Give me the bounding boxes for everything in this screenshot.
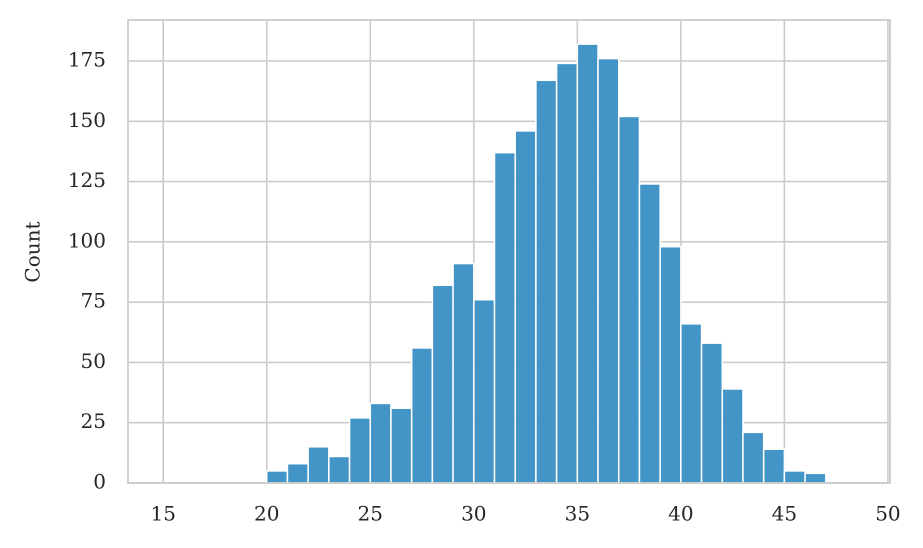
bar [638,183,661,484]
x-tick-label: 20 [254,502,279,526]
bar [783,470,806,484]
bar [721,388,744,484]
y-tick-label: 25 [81,409,106,433]
bar [286,462,309,484]
y-tick-label: 100 [68,228,106,252]
y-tick-label: 50 [81,349,106,373]
y-tick-label: 175 [68,47,106,71]
bar [555,62,579,484]
bar [659,245,682,484]
bar [742,431,765,484]
x-tick-label: 45 [772,502,797,526]
bar [369,402,392,484]
bar [762,448,786,484]
y-tick-label: 125 [68,168,106,192]
y-tick-label: 75 [81,289,106,313]
bar [597,57,620,484]
bar [700,342,724,484]
bar [804,472,827,484]
bar [307,446,330,484]
y-tick-label: 0 [93,470,106,494]
bar [410,347,434,484]
bar [431,284,454,484]
bar [493,151,516,484]
x-tick-label: 30 [461,502,486,526]
bar [328,455,351,484]
bar [617,115,641,484]
x-tick-label: 25 [358,502,383,526]
bar [680,323,703,484]
x-tick-label: 15 [150,502,175,526]
x-tick-label: 50 [875,502,900,526]
bar [265,470,289,484]
bar [348,417,372,484]
bar [473,298,496,484]
plot-frame [127,19,891,484]
x-tick-label: 35 [565,502,590,526]
bar [514,130,537,484]
y-tick-label: 150 [68,108,106,132]
bar [390,407,413,484]
bar [576,43,599,484]
y-axis-label: Count [21,221,45,282]
x-tick-label: 40 [668,502,693,526]
bar [452,262,475,484]
bar [535,79,558,484]
